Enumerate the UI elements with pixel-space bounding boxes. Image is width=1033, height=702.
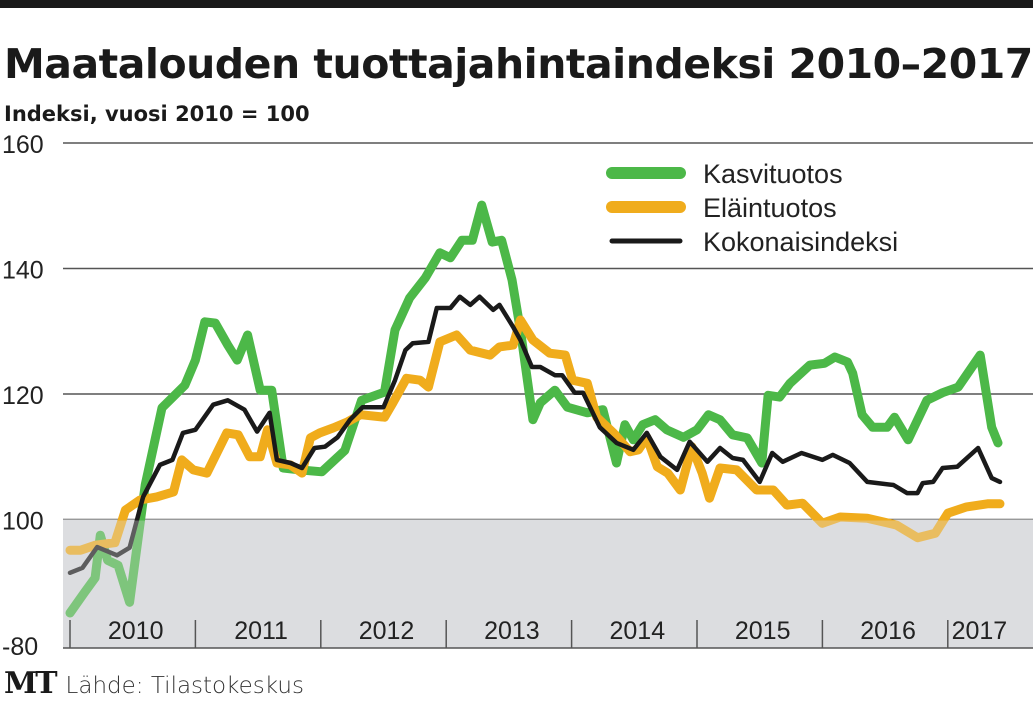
year-label: 2017 bbox=[952, 617, 1008, 645]
year-label: 2010 bbox=[108, 617, 164, 645]
series-line-kasvituotos bbox=[65, 200, 1003, 618]
source-note: Lähde: Tilastokeskus bbox=[65, 673, 304, 699]
y-tick-label-bottom: -80 bbox=[2, 633, 38, 661]
year-label: 2014 bbox=[609, 617, 665, 645]
year-label: 2013 bbox=[484, 617, 540, 645]
legend: Kasvituotos Eläintuotos Kokonaisindeksi bbox=[606, 159, 898, 257]
mt-logo: MT bbox=[4, 666, 58, 701]
y-tick-label: 160 bbox=[2, 131, 44, 159]
chart-title: Maatalouden tuottajahintaindeksi 2010–20… bbox=[4, 40, 1033, 88]
shaded-region bbox=[63, 519, 1033, 648]
footer: MT Lähde: Tilastokeskus bbox=[4, 666, 304, 701]
legend-label: Kasvituotos bbox=[703, 159, 843, 189]
y-tick-label: 140 bbox=[2, 257, 44, 285]
shade-overlay-band bbox=[63, 520, 1033, 648]
series-line-eläintuotos bbox=[65, 315, 1005, 555]
legend-label: Eläintuotos bbox=[703, 193, 837, 223]
y-tick-label: 100 bbox=[2, 508, 44, 536]
shade-overlay bbox=[63, 520, 1033, 648]
top-rule bbox=[0, 0, 1033, 8]
y-tick-label: 120 bbox=[2, 382, 44, 410]
series-lines bbox=[65, 200, 1005, 618]
chart-subtitle: Indeksi, vuosi 2010 = 100 bbox=[4, 102, 310, 126]
series-line-kokonaisindeksi bbox=[67, 294, 1003, 576]
axes: 160 140 120 100 -80 2010 2011 2012 2013 2014 2015 2… bbox=[2, 131, 1033, 661]
year-label: 2012 bbox=[359, 617, 415, 645]
below-100-band bbox=[63, 519, 1033, 648]
year-label: 2015 bbox=[735, 617, 791, 645]
year-label: 2016 bbox=[860, 617, 916, 645]
legend-label: Kokonaisindeksi bbox=[703, 227, 898, 257]
year-label: 2011 bbox=[234, 617, 288, 645]
